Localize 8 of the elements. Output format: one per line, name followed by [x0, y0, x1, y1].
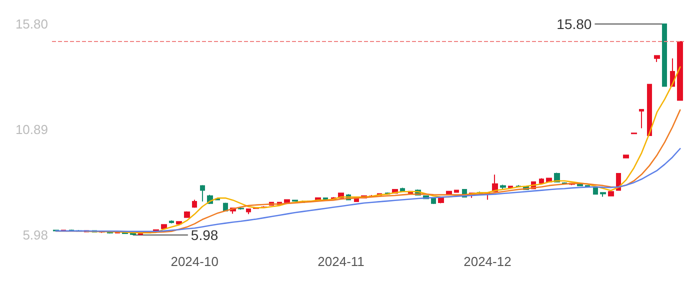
x-tick-label: 2024-11	[318, 254, 364, 269]
y-tick-label: 15.80	[15, 16, 48, 32]
annotation: 15.80	[556, 16, 592, 32]
x-tick-label: 2024-12	[464, 254, 512, 269]
y-tick-label: 10.89	[15, 122, 48, 137]
annotation: 5.98	[190, 227, 218, 243]
x-tick-label: 2024-10	[170, 254, 218, 269]
y-tick-label: 5.98	[22, 228, 48, 242]
